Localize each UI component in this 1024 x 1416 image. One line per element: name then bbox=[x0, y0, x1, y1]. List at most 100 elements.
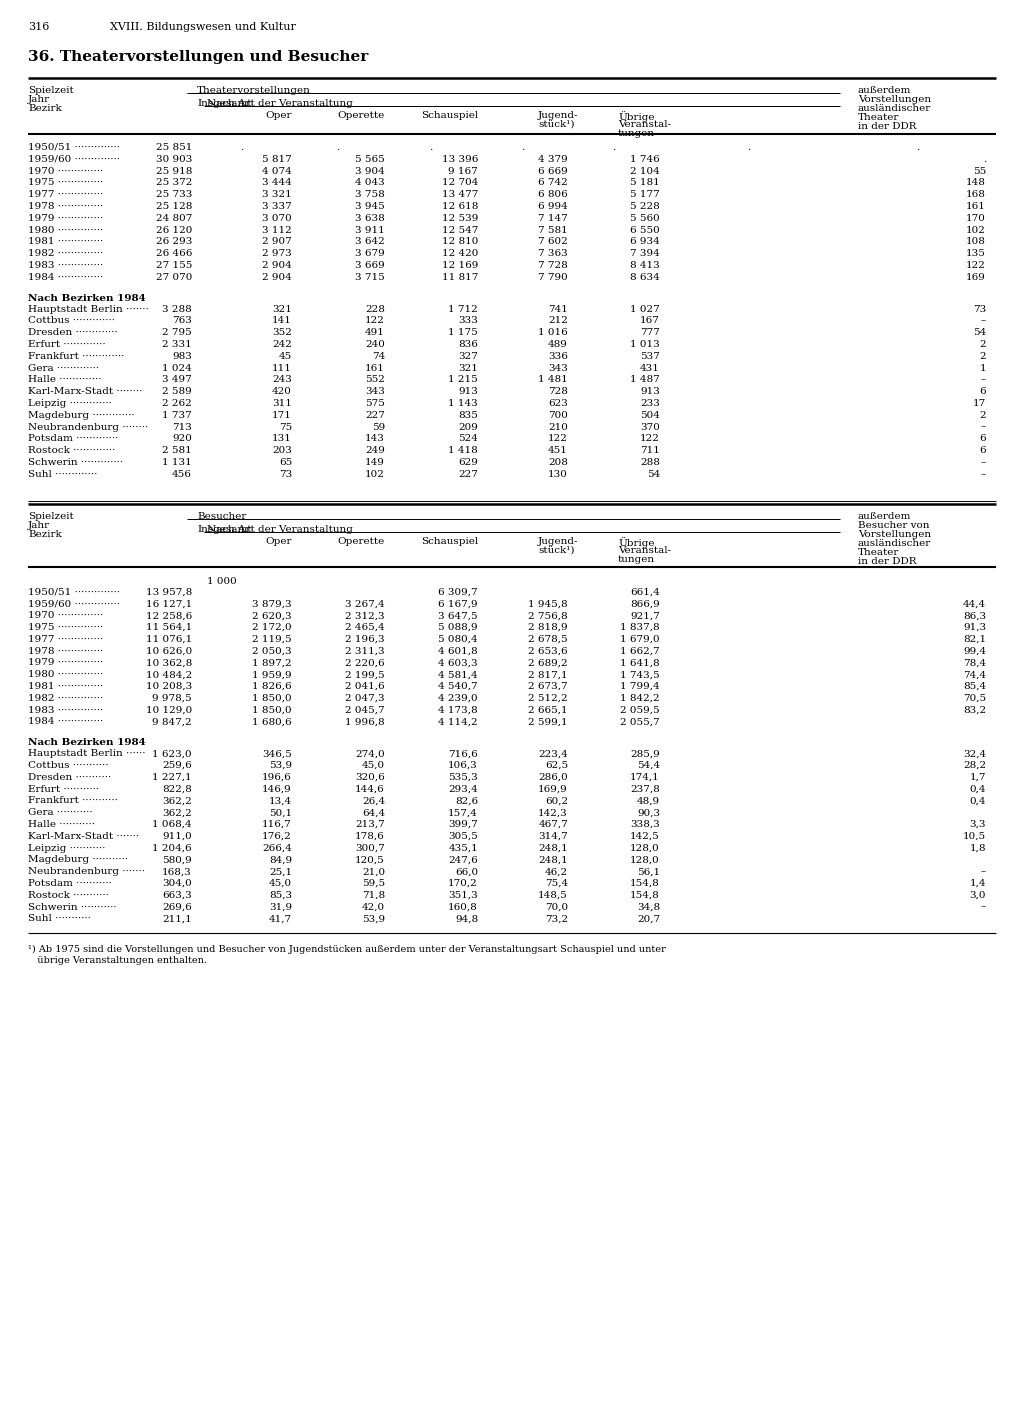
Text: 2 907: 2 907 bbox=[262, 238, 292, 246]
Text: 2 045,7: 2 045,7 bbox=[345, 705, 385, 715]
Text: 5 080,4: 5 080,4 bbox=[438, 634, 478, 644]
Text: 2: 2 bbox=[979, 340, 986, 348]
Text: Spielzeit: Spielzeit bbox=[28, 511, 74, 521]
Text: 4 581,4: 4 581,4 bbox=[438, 670, 478, 680]
Text: 2 059,5: 2 059,5 bbox=[621, 705, 660, 715]
Text: 211,1: 211,1 bbox=[162, 915, 193, 923]
Text: 913: 913 bbox=[458, 387, 478, 396]
Text: 170: 170 bbox=[966, 214, 986, 222]
Text: 25 918: 25 918 bbox=[156, 167, 193, 176]
Text: 34,8: 34,8 bbox=[637, 902, 660, 912]
Text: 266,4: 266,4 bbox=[262, 844, 292, 852]
Text: 223,4: 223,4 bbox=[539, 749, 568, 758]
Text: 25 851: 25 851 bbox=[156, 143, 193, 152]
Text: 362,2: 362,2 bbox=[162, 796, 193, 806]
Text: Magdeburg ·············: Magdeburg ············· bbox=[28, 411, 134, 419]
Text: –: – bbox=[981, 457, 986, 467]
Text: 10 484,2: 10 484,2 bbox=[145, 670, 193, 680]
Text: 1982 ··············: 1982 ·············· bbox=[28, 694, 103, 702]
Text: Leipzig ·············: Leipzig ············· bbox=[28, 399, 112, 408]
Text: 9 978,5: 9 978,5 bbox=[153, 694, 193, 702]
Text: 4 601,8: 4 601,8 bbox=[438, 647, 478, 656]
Text: Oper: Oper bbox=[265, 537, 292, 545]
Text: 3 267,4: 3 267,4 bbox=[345, 599, 385, 609]
Text: Karl-Marx-Stadt ·······: Karl-Marx-Stadt ······· bbox=[28, 831, 139, 841]
Text: 94,8: 94,8 bbox=[455, 915, 478, 923]
Text: 85,4: 85,4 bbox=[963, 683, 986, 691]
Text: 1 945,8: 1 945,8 bbox=[528, 599, 568, 609]
Text: Karl-Marx-Stadt ········: Karl-Marx-Stadt ········ bbox=[28, 387, 142, 396]
Text: 836: 836 bbox=[458, 340, 478, 348]
Text: 1984 ··············: 1984 ·············· bbox=[28, 718, 103, 726]
Text: 1 487: 1 487 bbox=[630, 375, 660, 384]
Text: 7 581: 7 581 bbox=[539, 225, 568, 235]
Text: 6 742: 6 742 bbox=[539, 178, 568, 187]
Text: 6 669: 6 669 bbox=[539, 167, 568, 176]
Text: 143: 143 bbox=[366, 435, 385, 443]
Text: 54: 54 bbox=[973, 329, 986, 337]
Text: 1,8: 1,8 bbox=[970, 844, 986, 852]
Text: 25 733: 25 733 bbox=[156, 190, 193, 200]
Text: Vorstellungen: Vorstellungen bbox=[858, 95, 931, 103]
Text: Magdeburg ···········: Magdeburg ··········· bbox=[28, 855, 128, 864]
Text: 1 418: 1 418 bbox=[449, 446, 478, 455]
Text: 122: 122 bbox=[548, 435, 568, 443]
Text: Nach Bezirken 1984: Nach Bezirken 1984 bbox=[28, 738, 145, 748]
Text: 2 119,5: 2 119,5 bbox=[252, 634, 292, 644]
Text: außerdem: außerdem bbox=[858, 511, 911, 521]
Text: 176,2: 176,2 bbox=[262, 831, 292, 841]
Text: 2 678,5: 2 678,5 bbox=[528, 634, 568, 644]
Text: Schwerin ·············: Schwerin ············· bbox=[28, 457, 123, 467]
Text: Dresden ···········: Dresden ··········· bbox=[28, 773, 112, 782]
Text: 1978 ··············: 1978 ·············· bbox=[28, 202, 103, 211]
Text: 552: 552 bbox=[366, 375, 385, 384]
Text: –: – bbox=[981, 470, 986, 479]
Text: Theater: Theater bbox=[858, 548, 899, 556]
Text: 2 104: 2 104 bbox=[630, 167, 660, 176]
Text: 1 679,0: 1 679,0 bbox=[621, 634, 660, 644]
Text: 3 321: 3 321 bbox=[262, 190, 292, 200]
Text: 321: 321 bbox=[458, 364, 478, 372]
Text: 2 050,3: 2 050,3 bbox=[252, 647, 292, 656]
Text: 1 027: 1 027 bbox=[630, 304, 660, 313]
Text: 13 477: 13 477 bbox=[441, 190, 478, 200]
Text: 6 806: 6 806 bbox=[539, 190, 568, 200]
Text: 227: 227 bbox=[458, 470, 478, 479]
Text: 1980 ··············: 1980 ·············· bbox=[28, 225, 103, 235]
Text: 171: 171 bbox=[272, 411, 292, 419]
Text: 26 466: 26 466 bbox=[156, 249, 193, 258]
Text: 213,7: 213,7 bbox=[355, 820, 385, 828]
Text: 4 043: 4 043 bbox=[355, 178, 385, 187]
Text: 1977 ··············: 1977 ·············· bbox=[28, 190, 103, 200]
Text: 1 175: 1 175 bbox=[449, 329, 478, 337]
Text: 2 689,2: 2 689,2 bbox=[528, 658, 568, 667]
Text: 8 634: 8 634 bbox=[630, 273, 660, 282]
Text: .: . bbox=[748, 143, 751, 152]
Text: 168: 168 bbox=[966, 190, 986, 200]
Text: 2 795: 2 795 bbox=[162, 329, 193, 337]
Text: Operette: Operette bbox=[338, 537, 385, 545]
Text: 148: 148 bbox=[966, 178, 986, 187]
Text: 1 799,4: 1 799,4 bbox=[621, 683, 660, 691]
Text: 154,8: 154,8 bbox=[630, 891, 660, 899]
Text: 4 173,8: 4 173,8 bbox=[438, 705, 478, 715]
Text: 2 673,7: 2 673,7 bbox=[528, 683, 568, 691]
Text: 2 512,2: 2 512,2 bbox=[528, 694, 568, 702]
Text: 59,5: 59,5 bbox=[361, 879, 385, 888]
Text: 85,3: 85,3 bbox=[269, 891, 292, 899]
Text: 243: 243 bbox=[272, 375, 292, 384]
Text: 2 199,5: 2 199,5 bbox=[345, 670, 385, 680]
Text: Erfurt ·············: Erfurt ············· bbox=[28, 340, 105, 348]
Text: 7 790: 7 790 bbox=[539, 273, 568, 282]
Text: Übrige: Übrige bbox=[618, 110, 654, 122]
Text: 1 662,7: 1 662,7 bbox=[621, 647, 660, 656]
Text: Vorstellungen: Vorstellungen bbox=[858, 530, 931, 538]
Text: 524: 524 bbox=[458, 435, 478, 443]
Text: Rostock ·············: Rostock ············· bbox=[28, 446, 116, 455]
Text: .: . bbox=[521, 143, 524, 152]
Text: 3 679: 3 679 bbox=[355, 249, 385, 258]
Text: Theatervorstellungen: Theatervorstellungen bbox=[197, 86, 311, 95]
Text: 1 959,9: 1 959,9 bbox=[252, 670, 292, 680]
Text: 3 638: 3 638 bbox=[355, 214, 385, 222]
Text: 1 743,5: 1 743,5 bbox=[621, 670, 660, 680]
